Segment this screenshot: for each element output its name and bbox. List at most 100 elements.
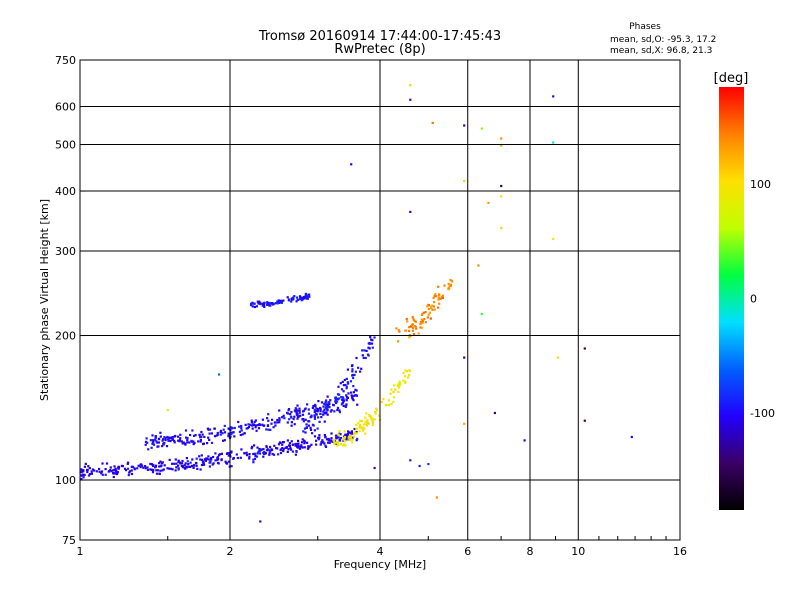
trace-point: [324, 412, 327, 415]
trace-point: [311, 423, 314, 426]
trace-point: [343, 378, 346, 382]
trace-point: [433, 308, 436, 311]
trace-point: [193, 464, 196, 467]
trace-point: [261, 304, 264, 307]
trace-point: [313, 416, 316, 419]
trace-point: [344, 433, 347, 437]
trace-point: [310, 443, 313, 446]
trace-point: [441, 296, 444, 299]
trace-point: [364, 356, 367, 360]
trace-point: [307, 408, 310, 411]
trace-point: [323, 408, 326, 411]
trace-point: [271, 302, 274, 305]
trace-point: [407, 376, 410, 379]
trace-point: [404, 381, 407, 384]
trace-point: [368, 415, 371, 418]
trace-point: [199, 468, 202, 471]
isolated-point: [500, 195, 503, 198]
trace-point: [250, 303, 253, 306]
trace-point: [278, 417, 281, 420]
trace-point: [227, 432, 230, 435]
trace-point: [146, 441, 149, 444]
trace-point: [133, 468, 136, 471]
trace-point: [199, 438, 202, 442]
trace-point: [302, 409, 305, 412]
trace-point: [214, 459, 217, 462]
trace-point: [420, 318, 423, 321]
trace-point: [326, 409, 329, 412]
trace-point: [296, 413, 299, 416]
trace-point: [338, 397, 341, 400]
trace-point: [115, 469, 118, 472]
trace-point: [223, 431, 227, 434]
trace-point: [356, 403, 359, 406]
trace-point: [256, 452, 259, 455]
trace-point: [345, 395, 349, 399]
trace-point: [230, 465, 233, 468]
trace-point: [426, 316, 429, 319]
trace-point: [428, 311, 431, 314]
trace-point: [225, 452, 229, 455]
trace-point: [192, 466, 195, 469]
trace-point: [210, 441, 214, 444]
trace-point: [269, 304, 272, 307]
trace-point: [235, 453, 238, 456]
trace-point: [450, 279, 453, 283]
trace-point: [79, 474, 82, 477]
trace-point: [130, 469, 133, 472]
trace-point: [438, 293, 441, 296]
trace-point: [200, 458, 204, 461]
trace-point: [370, 342, 374, 345]
trace-point: [93, 469, 96, 472]
trace-point: [158, 472, 161, 475]
trace-point: [80, 477, 83, 481]
trace-point: [250, 419, 253, 422]
trace-point: [278, 421, 281, 424]
trace-point: [202, 461, 205, 464]
x-tick-label: 6: [464, 545, 471, 558]
trace-point: [189, 465, 192, 468]
trace-point: [366, 419, 369, 422]
trace-point: [332, 404, 335, 407]
trace-point: [236, 456, 239, 460]
stats-x-mode: mean, sd,X: 96.8, 21.3: [610, 46, 712, 56]
trace-point: [290, 300, 293, 303]
trace-point: [347, 392, 350, 395]
trace-point: [364, 416, 367, 419]
trace-point: [291, 450, 294, 453]
trace-point: [403, 375, 407, 378]
trace-point: [230, 426, 233, 429]
colorbar-label: [deg]: [714, 71, 749, 86]
trace-point: [254, 426, 257, 429]
trace-point: [357, 366, 360, 369]
trace-point: [169, 439, 172, 443]
trace-point: [253, 457, 257, 460]
trace-point: [179, 437, 182, 440]
trace-point: [139, 466, 142, 469]
trace-point: [348, 435, 351, 438]
trace-point: [449, 284, 452, 287]
trace-point: [216, 456, 219, 459]
trace-point: [344, 440, 347, 443]
trace-point: [387, 399, 390, 402]
trace-point: [402, 372, 405, 375]
trace-point: [186, 441, 189, 444]
trace-point: [239, 456, 242, 459]
trace-point: [334, 434, 338, 437]
trace-point: [336, 406, 340, 409]
trace-point: [313, 417, 317, 420]
trace-point: [339, 433, 342, 436]
trace-point: [270, 448, 273, 451]
trace-point: [397, 386, 401, 389]
trace-point: [342, 384, 345, 387]
trace-point: [117, 466, 121, 469]
trace-point: [82, 470, 85, 473]
trace-point: [421, 326, 424, 329]
trace-point: [82, 476, 85, 479]
trace-point: [371, 346, 374, 349]
trace-point: [274, 302, 278, 305]
trace-point: [337, 385, 340, 388]
trace-point: [361, 354, 364, 357]
trace-point: [294, 453, 297, 456]
trace-point: [324, 445, 328, 448]
